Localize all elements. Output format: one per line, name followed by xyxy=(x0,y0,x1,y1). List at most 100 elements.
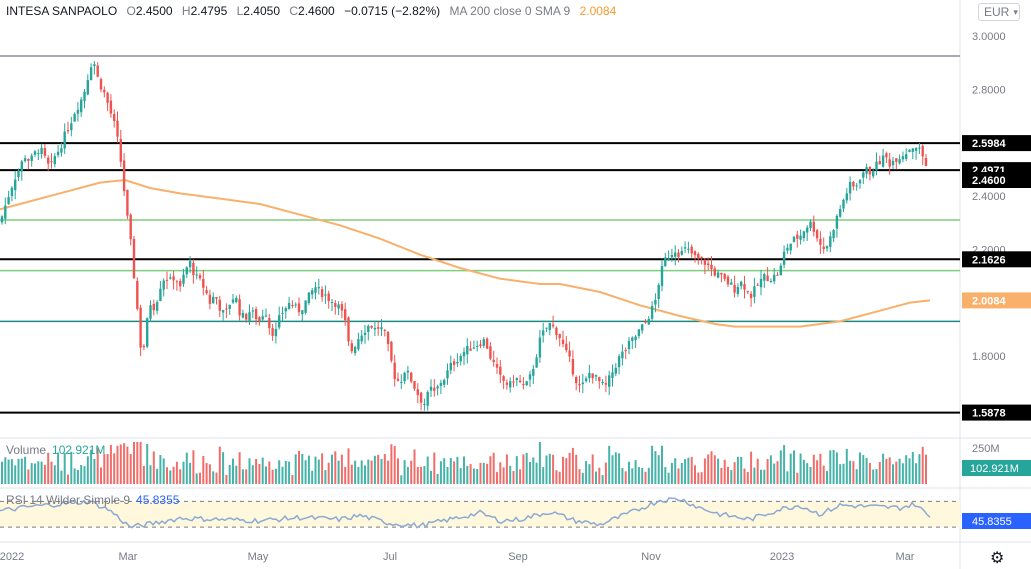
volume-bar xyxy=(875,469,878,484)
volume-bar xyxy=(793,450,795,484)
candle-body xyxy=(730,282,733,285)
volume-bar xyxy=(215,472,218,484)
candle-body xyxy=(763,274,766,281)
candle-body xyxy=(542,330,545,336)
volume-bar xyxy=(829,450,832,484)
candle-body xyxy=(73,113,76,122)
candle-body xyxy=(584,378,588,382)
candle-body xyxy=(439,382,443,386)
candle-body xyxy=(548,322,551,330)
candle-body xyxy=(188,260,192,268)
volume-bar xyxy=(103,454,106,484)
candle-body xyxy=(93,64,96,66)
volume-bar xyxy=(611,455,614,484)
rsi-legend: RSI 14 Wilder Simple 9 45.8355 xyxy=(6,493,179,507)
volume-bar xyxy=(278,460,281,484)
volume-bar xyxy=(512,471,515,484)
volume-bar xyxy=(202,455,205,484)
volume-bar xyxy=(7,459,10,484)
volume-bar xyxy=(911,452,914,484)
candle-body xyxy=(47,157,50,164)
volume-bar xyxy=(727,466,729,484)
candle-body xyxy=(268,318,271,329)
candle-body xyxy=(136,280,139,309)
candle-body xyxy=(657,284,660,300)
candle-body xyxy=(377,327,380,329)
volume-bar xyxy=(100,467,102,484)
candle-body xyxy=(129,214,132,240)
volume-bar xyxy=(53,465,56,484)
volume-bar xyxy=(169,470,172,484)
volume-bar xyxy=(763,469,766,484)
candle-body xyxy=(898,159,901,164)
candle-body xyxy=(726,276,730,285)
volume-bar xyxy=(47,452,50,484)
volume-bar xyxy=(17,458,20,484)
candle-body xyxy=(885,153,888,158)
volume-bar xyxy=(258,463,261,484)
volume-bar xyxy=(199,472,201,484)
volume-bar xyxy=(842,463,845,484)
candle-body xyxy=(446,370,449,379)
currency-dropdown[interactable]: EUR ▾ xyxy=(978,3,1020,21)
gear-icon[interactable]: ⚙ xyxy=(990,550,1005,567)
volume-bar xyxy=(674,458,677,484)
volume-bar xyxy=(403,460,406,484)
volume-bar xyxy=(684,459,687,484)
volume-bar xyxy=(185,452,188,484)
candle-body xyxy=(304,300,307,313)
volume-bar xyxy=(499,462,502,484)
volume-bar xyxy=(420,466,423,484)
candle-body xyxy=(485,338,489,349)
volume-bar xyxy=(680,462,683,484)
volume-bar xyxy=(538,442,541,484)
volume-bar xyxy=(159,455,162,484)
volume-bar xyxy=(288,461,291,484)
price-tag-label: 2.4600 xyxy=(972,175,1006,187)
volume-bar xyxy=(736,456,739,484)
candle-body xyxy=(126,190,129,216)
candle-body xyxy=(895,158,898,162)
volume-bar xyxy=(723,459,726,484)
volume-bar xyxy=(307,455,310,484)
candle-body xyxy=(452,361,456,365)
volume-bar xyxy=(657,455,660,484)
price-axis[interactable]: 3.00002.80002.60002.40002.20002.00001.80… xyxy=(962,31,1031,529)
volume-bar xyxy=(96,448,99,484)
candle-body xyxy=(324,294,327,296)
candle-body xyxy=(66,129,70,132)
candle-body xyxy=(241,312,245,318)
candle-body xyxy=(594,375,598,377)
candle-body xyxy=(819,238,822,245)
rsi-price-tag xyxy=(962,513,1031,529)
volume-bar xyxy=(172,466,175,484)
volume-bar xyxy=(783,445,786,484)
candle-body xyxy=(373,327,377,330)
volume-bar xyxy=(575,454,578,484)
candle-body xyxy=(571,359,575,375)
candle-body xyxy=(565,343,568,351)
candle-body xyxy=(116,120,119,137)
volume-bar xyxy=(60,470,63,484)
candle-body xyxy=(617,356,621,368)
volume-bar xyxy=(57,452,60,484)
x-tick-label: 2022 xyxy=(0,551,24,563)
time-axis[interactable]: 2022 Mar May Jul Sep Nov 2023 Mar xyxy=(0,551,915,563)
volume-bar xyxy=(232,458,234,484)
rsi-price-tag-label: 45.8355 xyxy=(972,516,1012,528)
volume-bar xyxy=(245,469,248,484)
candle-body xyxy=(839,209,842,217)
candle-body xyxy=(670,254,674,258)
volume-bar xyxy=(129,454,132,484)
candle-body xyxy=(122,160,126,192)
volume-bar xyxy=(614,452,617,484)
candle-body xyxy=(165,279,169,281)
candle-body xyxy=(627,340,631,350)
candle-body xyxy=(806,227,809,233)
candle-body xyxy=(499,366,502,375)
volume-bar xyxy=(802,459,805,484)
volume-bar xyxy=(925,454,927,484)
volume-bar xyxy=(555,470,558,484)
volume-bar xyxy=(73,468,76,484)
